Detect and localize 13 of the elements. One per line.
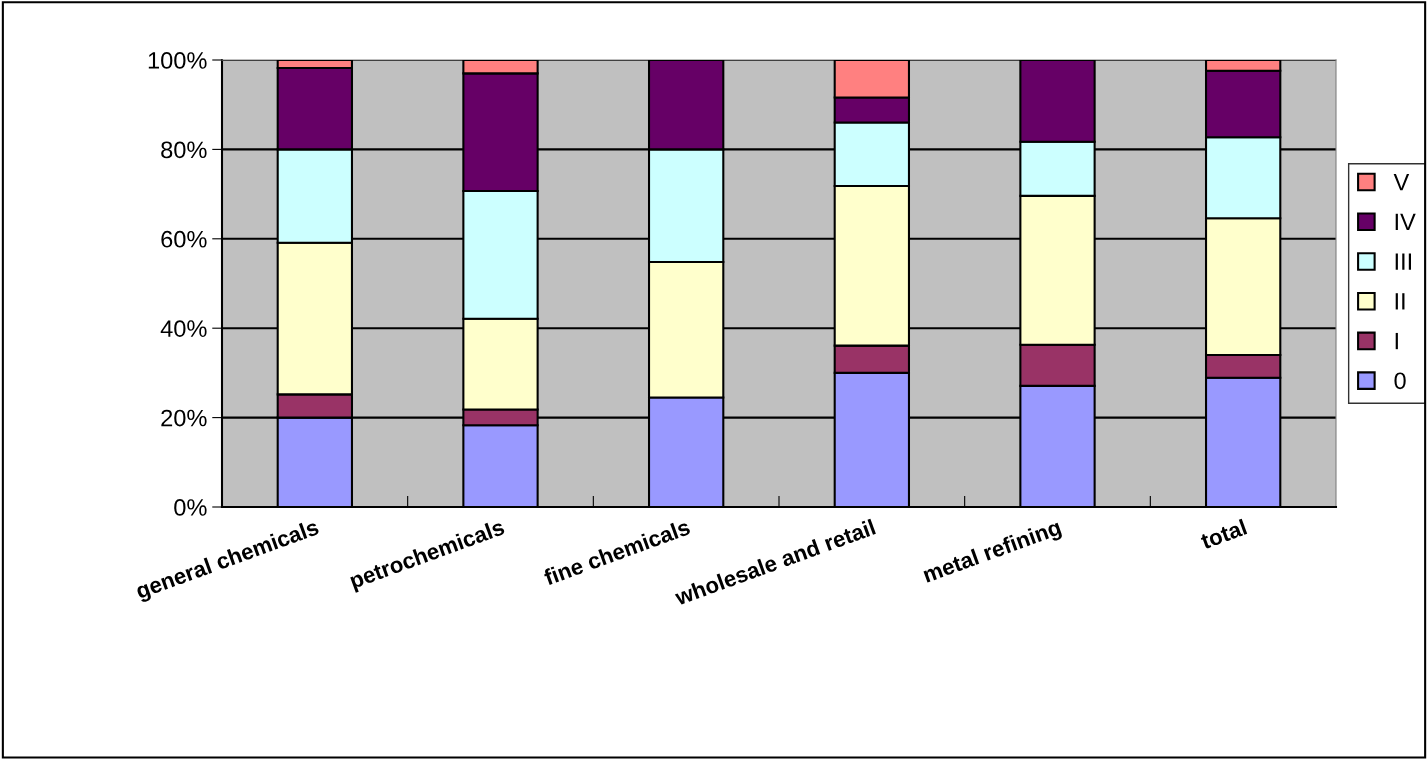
- legend-label: I: [1395, 332, 1398, 350]
- y-tick-label: 100%: [148, 52, 207, 69]
- legend-label: V: [1393, 174, 1410, 191]
- x-tick-label: total: [1199, 518, 1248, 550]
- legend-label: II: [1395, 293, 1405, 310]
- y-tick-label: 80%: [161, 141, 207, 159]
- y-tick-label: 0%: [174, 499, 207, 516]
- legend-label: IV: [1395, 213, 1416, 231]
- legend-label: 0: [1394, 372, 1406, 390]
- y-tick-label: 20%: [161, 409, 207, 427]
- legend-label: III: [1395, 253, 1412, 270]
- y-tick-label: 40%: [160, 320, 207, 337]
- y-tick-label: 60%: [161, 230, 207, 248]
